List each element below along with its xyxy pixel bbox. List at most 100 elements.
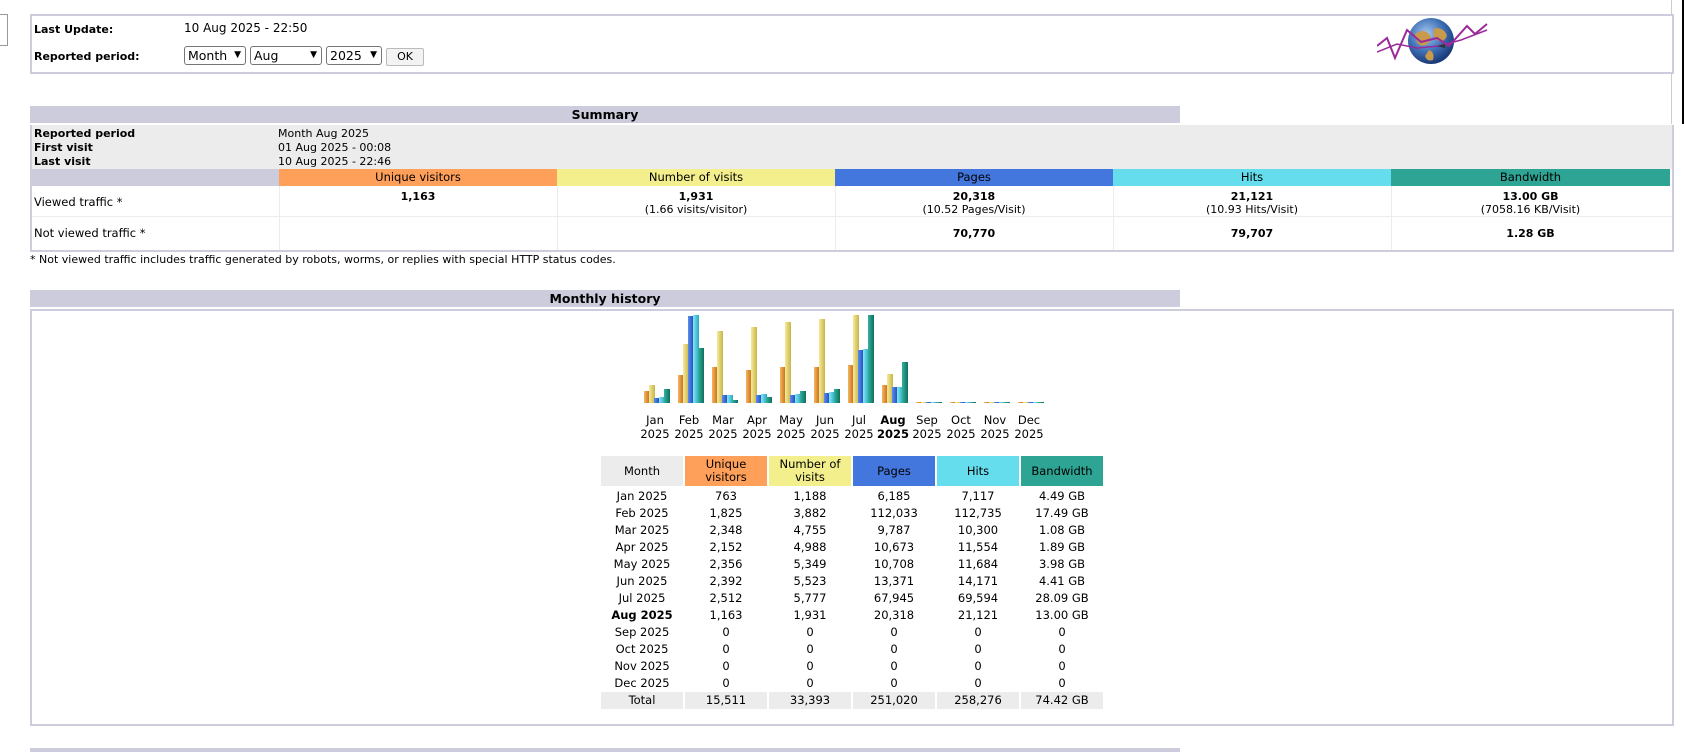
viewed-pages: 20,318 (10.52 Pages/Visit) bbox=[922, 190, 1026, 216]
table-row: Jun 2025 2,392 5,523 13,371 14,171 4.41 GB bbox=[601, 573, 1101, 590]
table-cell-bandwidth: 17.49 GB bbox=[1035, 506, 1089, 520]
bar-jul-s4 bbox=[868, 315, 874, 403]
table-cell-unique: 0 bbox=[722, 676, 730, 690]
table-row: Apr 2025 2,152 4,988 10,673 11,554 1.89 GB bbox=[601, 539, 1101, 556]
viewed-unique: 1,163 bbox=[400, 190, 436, 203]
chart-month-label: Aug 2025 bbox=[876, 413, 909, 441]
bar-jun-s1 bbox=[819, 319, 825, 403]
bar-apr-s2 bbox=[756, 395, 762, 403]
table-cell-pages: 0 bbox=[890, 659, 898, 673]
bar-jun-s0 bbox=[814, 367, 820, 403]
chart-month-label: Apr 2025 bbox=[742, 413, 772, 441]
bar-sep-s0 bbox=[916, 402, 922, 403]
bar-oct-s4 bbox=[970, 402, 976, 403]
col-number-of-visits: Number of visits bbox=[557, 169, 835, 186]
table-cell-hits: 0 bbox=[974, 625, 982, 639]
bar-mar-s3 bbox=[727, 395, 733, 403]
col-pages: Pages bbox=[835, 169, 1113, 186]
chart-month-label: Jun 2025 bbox=[810, 413, 840, 441]
table-cell-hits: 14,171 bbox=[957, 574, 999, 588]
bar-sep-s4 bbox=[936, 402, 942, 403]
not-viewed-pages: 70,770 bbox=[952, 227, 996, 240]
chart-month-label: Oct 2025 bbox=[946, 413, 976, 441]
table-row: May 2025 2,356 5,349 10,708 11,684 3.98 GB bbox=[601, 556, 1101, 573]
table-cell-month: Jul 2025 bbox=[618, 591, 666, 605]
table-cell-visits: 5,349 bbox=[793, 557, 827, 571]
monthly-chart bbox=[644, 311, 1114, 441]
table-cell-pages: 9,787 bbox=[877, 523, 911, 537]
bar-jul-s0 bbox=[848, 365, 854, 403]
table-cell-unique: 15,511 bbox=[685, 692, 767, 709]
table-row: Nov 2025 0 0 0 0 0 bbox=[601, 658, 1101, 675]
table-cell-unique: 1,163 bbox=[709, 608, 743, 622]
monthly-history-panel: Jan 2025 Feb 2025 Mar 2025 Apr 2025 May 2025 Jun 20… bbox=[30, 309, 1674, 726]
table-cell-hits: 11,684 bbox=[957, 557, 999, 571]
table-cell-visits: 5,523 bbox=[793, 574, 827, 588]
table-cell-visits: 33,393 bbox=[769, 692, 851, 709]
table-cell-unique: 2,392 bbox=[709, 574, 743, 588]
table-cell-hits: 10,300 bbox=[957, 523, 999, 537]
not-viewed-note: * Not viewed traffic includes traffic ge… bbox=[30, 253, 616, 266]
table-cell-unique: 0 bbox=[722, 659, 730, 673]
table-cell-hits: 7,117 bbox=[961, 489, 995, 503]
bar-jan-s4 bbox=[664, 389, 670, 403]
not-viewed-hits: 79,707 bbox=[1230, 227, 1274, 240]
month-select[interactable]: Aug ▼ bbox=[250, 46, 322, 65]
table-cell-month: Jan 2025 bbox=[616, 489, 668, 503]
table-cell-month: May 2025 bbox=[613, 557, 671, 571]
table-cell-pages: 251,020 bbox=[853, 692, 935, 709]
table-cell-unique: 1,825 bbox=[709, 506, 743, 520]
viewed-traffic-label: Viewed traffic * bbox=[34, 195, 123, 209]
bar-jan-s2 bbox=[654, 398, 660, 403]
table-cell-month: Nov 2025 bbox=[614, 659, 670, 673]
table-cell-bandwidth: 0 bbox=[1058, 642, 1066, 656]
table-row: Feb 2025 1,825 3,882 112,033 112,735 17.49 GB bbox=[601, 505, 1101, 522]
table-cell-hits: 0 bbox=[974, 676, 982, 690]
not-viewed-bandwidth: 1.28 GB bbox=[1506, 227, 1555, 240]
table-cell-month: Feb 2025 bbox=[615, 506, 669, 520]
table-cell-pages: 13,371 bbox=[873, 574, 915, 588]
table-cell-month: Oct 2025 bbox=[615, 642, 669, 656]
bar-jan-s1 bbox=[649, 385, 655, 403]
summary-title: Summary bbox=[30, 106, 1180, 123]
bar-jan-s0 bbox=[644, 391, 650, 403]
table-cell-unique: 0 bbox=[722, 642, 730, 656]
reported-period-value: Month Aug 2025 bbox=[278, 127, 369, 140]
bar-mar-s1 bbox=[717, 331, 723, 403]
th-pages: Pages bbox=[853, 456, 935, 486]
table-cell-unique: 2,348 bbox=[709, 523, 743, 537]
table-cell-month: Dec 2025 bbox=[614, 676, 670, 690]
reported-period-key: Reported period bbox=[34, 127, 136, 140]
chart-month-label: Feb 2025 bbox=[674, 413, 704, 441]
bar-nov-s0 bbox=[984, 402, 990, 403]
table-cell-pages: 0 bbox=[890, 676, 898, 690]
bar-apr-s3 bbox=[761, 394, 767, 403]
table-cell-visits: 0 bbox=[806, 625, 814, 639]
bar-jul-s1 bbox=[853, 315, 859, 403]
chevron-down-icon: ▼ bbox=[310, 50, 317, 60]
ok-button[interactable]: OK bbox=[386, 48, 424, 66]
last-visit-value: 10 Aug 2025 - 22:46 bbox=[278, 155, 392, 168]
table-cell-bandwidth: 4.41 GB bbox=[1038, 574, 1086, 588]
table-cell-month: Apr 2025 bbox=[615, 540, 669, 554]
table-cell-bandwidth: 0 bbox=[1058, 676, 1066, 690]
table-cell-unique: 2,356 bbox=[709, 557, 743, 571]
table-cell-month: Jun 2025 bbox=[616, 574, 668, 588]
globe-logo-icon bbox=[1377, 18, 1488, 64]
left-edge-frame bbox=[0, 14, 8, 46]
bar-jun-s4 bbox=[834, 389, 840, 403]
table-cell-visits: 0 bbox=[806, 659, 814, 673]
table-cell-bandwidth: 13.00 GB bbox=[1035, 608, 1089, 622]
table-cell-pages: 0 bbox=[890, 642, 898, 656]
first-visit-key: First visit bbox=[34, 141, 93, 154]
bar-oct-s0 bbox=[950, 402, 956, 403]
period-type-select[interactable]: Month ▼ bbox=[184, 46, 246, 65]
table-cell-month: Mar 2025 bbox=[614, 523, 670, 537]
table-cell-pages: 10,708 bbox=[873, 557, 915, 571]
bar-dec-s2 bbox=[1028, 402, 1034, 403]
table-cell-hits: 69,594 bbox=[957, 591, 999, 605]
table-cell-pages: 20,318 bbox=[873, 608, 915, 622]
table-cell-bandwidth: 3.98 GB bbox=[1038, 557, 1086, 571]
year-select[interactable]: 2025 ▼ bbox=[326, 46, 382, 65]
bar-dec-s4 bbox=[1038, 402, 1044, 403]
